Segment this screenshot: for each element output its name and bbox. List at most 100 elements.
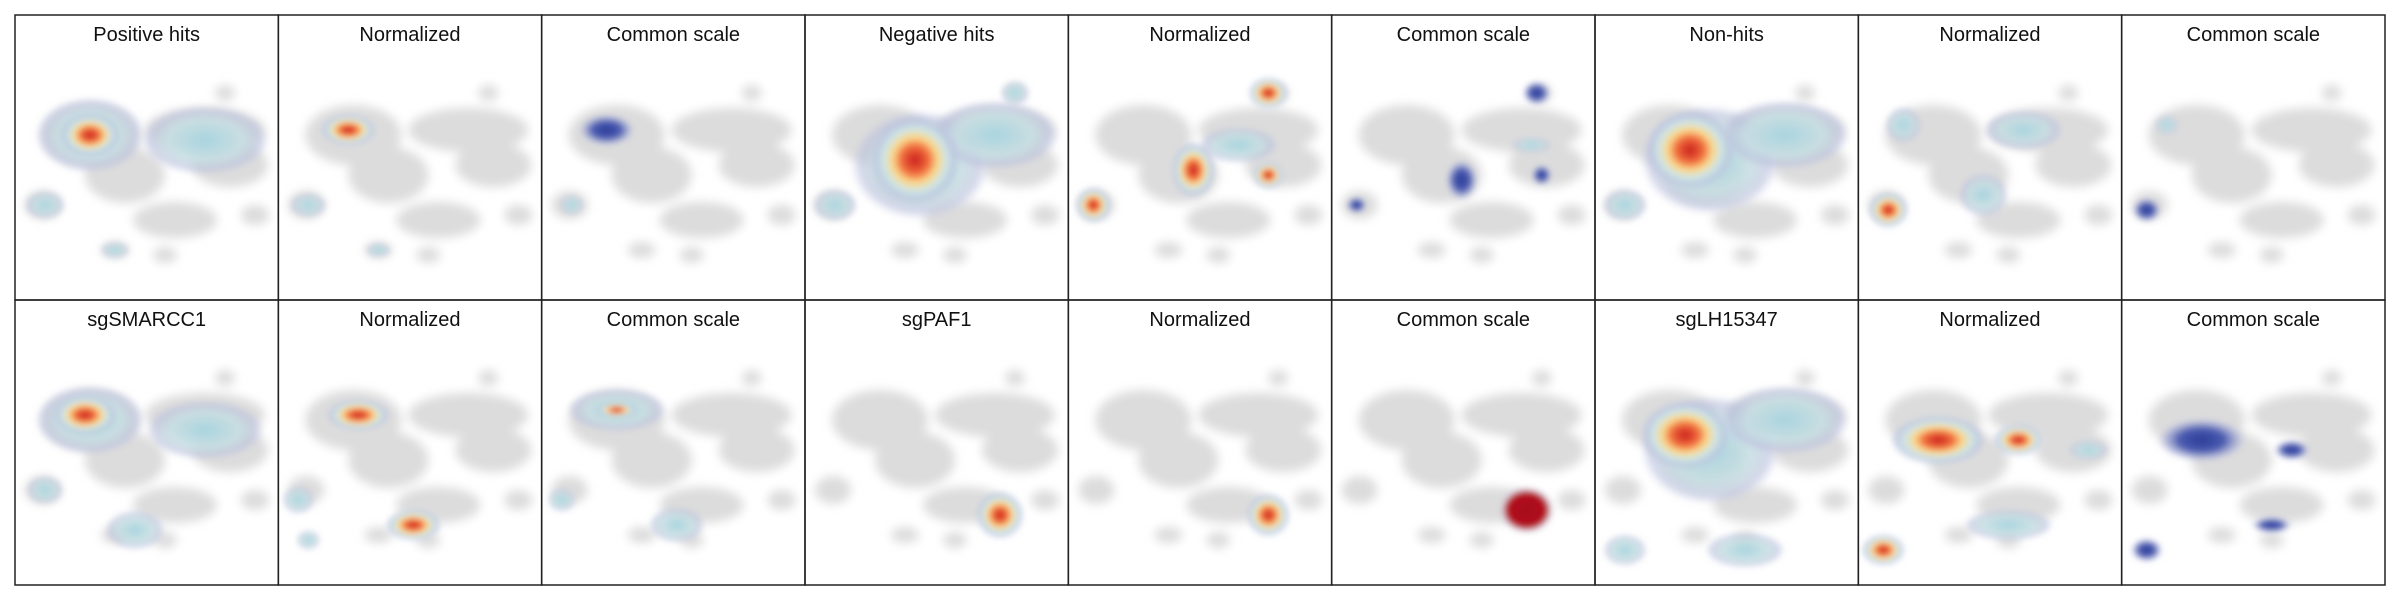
umap-background <box>2132 370 2376 548</box>
plot-area <box>2132 85 2376 263</box>
density-spot <box>290 193 327 217</box>
density-spot <box>1001 81 1029 105</box>
density-spot <box>140 105 270 175</box>
density-spot <box>320 114 377 146</box>
plot-area <box>1342 370 1586 548</box>
density-spot <box>1705 532 1785 568</box>
panel-title: Common scale <box>1397 24 1530 46</box>
panel-title: Common scale <box>607 24 740 46</box>
plot-area <box>2130 370 2376 562</box>
panel: Normalized <box>277 299 543 586</box>
panel-title: Common scale <box>1397 309 1530 331</box>
plot-area <box>815 370 1059 548</box>
panel-title: Common scale <box>607 309 740 331</box>
plot-area <box>25 85 270 263</box>
panel-border <box>2120 299 2386 586</box>
density-spot <box>53 395 117 435</box>
umap-background <box>2132 85 2376 263</box>
density-spot <box>2130 538 2163 562</box>
density-spot <box>1720 385 1850 455</box>
plot-area <box>282 370 532 550</box>
density-spot <box>1171 142 1216 198</box>
density-spot <box>1531 165 1552 185</box>
density-spot <box>1640 400 1730 470</box>
plot-area <box>813 81 1060 263</box>
density-spot <box>1252 161 1285 189</box>
panel: Common scale <box>1330 299 1596 586</box>
density-spot <box>1885 107 1922 143</box>
panel-title: Normalized <box>359 309 460 331</box>
panel: Normalized <box>1857 299 2123 586</box>
panel-title: Positive hits <box>93 24 200 46</box>
panel: Non-hits <box>1594 14 1860 301</box>
density-spot <box>60 113 120 157</box>
panel: Normalized <box>1067 299 1333 586</box>
density-spot <box>578 114 635 146</box>
density-spot <box>2251 517 2292 533</box>
plot-area <box>1603 370 1850 568</box>
panel: sgPAF1 <box>804 299 1070 586</box>
panel-title: sgLH15347 <box>1676 309 1778 331</box>
panel-title: Normalized <box>359 24 460 46</box>
density-spot <box>2156 418 2247 462</box>
plot-area <box>1078 370 1322 548</box>
density-spot <box>1958 173 2009 217</box>
density-spot <box>25 191 65 219</box>
umap-background <box>288 85 532 263</box>
density-spot <box>1603 534 1647 566</box>
panel-title: Normalized <box>1149 24 1250 46</box>
panel-title: Normalized <box>1939 24 2040 46</box>
plot-area <box>1603 85 1850 263</box>
density-spot <box>27 476 63 504</box>
density-spot <box>547 488 576 512</box>
density-spot <box>1963 509 2054 541</box>
density-spot <box>1645 110 1735 190</box>
plot-area <box>552 85 796 263</box>
density-spot <box>145 400 265 460</box>
density-spot <box>2068 440 2109 460</box>
density-spot <box>596 402 637 418</box>
panel-title: Common scale <box>2187 309 2320 331</box>
panel: Normalized <box>277 14 543 301</box>
density-spot <box>2273 440 2310 460</box>
density-spot <box>1861 534 1906 566</box>
density-spot <box>930 100 1060 170</box>
density-spot <box>1983 110 2064 150</box>
panel-title: Negative hits <box>879 24 995 46</box>
panel: Common scale <box>1330 14 1596 301</box>
panel: Normalized <box>1857 14 2123 301</box>
density-spot <box>1498 486 1555 534</box>
density-spot <box>1246 493 1291 537</box>
density-spot <box>1346 197 1367 213</box>
density-spot <box>1868 192 1909 228</box>
plot-area <box>1342 81 1586 263</box>
plot-area <box>288 85 532 263</box>
panel: Common scale <box>2120 14 2386 301</box>
density-spot <box>2132 198 2161 222</box>
density-spot <box>385 509 442 541</box>
panel-title: Normalized <box>1939 309 2040 331</box>
density-spot <box>1445 160 1478 200</box>
panel: sgSMARCC1 <box>14 299 280 586</box>
density-spot <box>296 530 321 550</box>
density-spot <box>2154 115 2179 135</box>
umap-background <box>552 85 796 263</box>
panel: Common scale <box>540 299 806 586</box>
panel: Negative hits <box>804 14 1070 301</box>
panel-title: sgPAF1 <box>902 309 972 331</box>
plot-area <box>1861 370 2112 566</box>
density-spot <box>1890 415 1987 465</box>
density-spot <box>101 242 129 258</box>
density-spot <box>1075 187 1112 223</box>
density-spot <box>813 189 857 221</box>
panel: Common scale <box>2120 299 2386 586</box>
panel: Common scale <box>540 14 806 301</box>
panel-title: Common scale <box>2187 24 2320 46</box>
density-spot <box>1511 137 1552 153</box>
panel: Positive hits <box>14 14 280 301</box>
density-spot <box>1248 77 1289 109</box>
density-spot <box>282 486 315 514</box>
panel-title: Non-hits <box>1689 24 1763 46</box>
density-spot <box>1522 81 1551 105</box>
